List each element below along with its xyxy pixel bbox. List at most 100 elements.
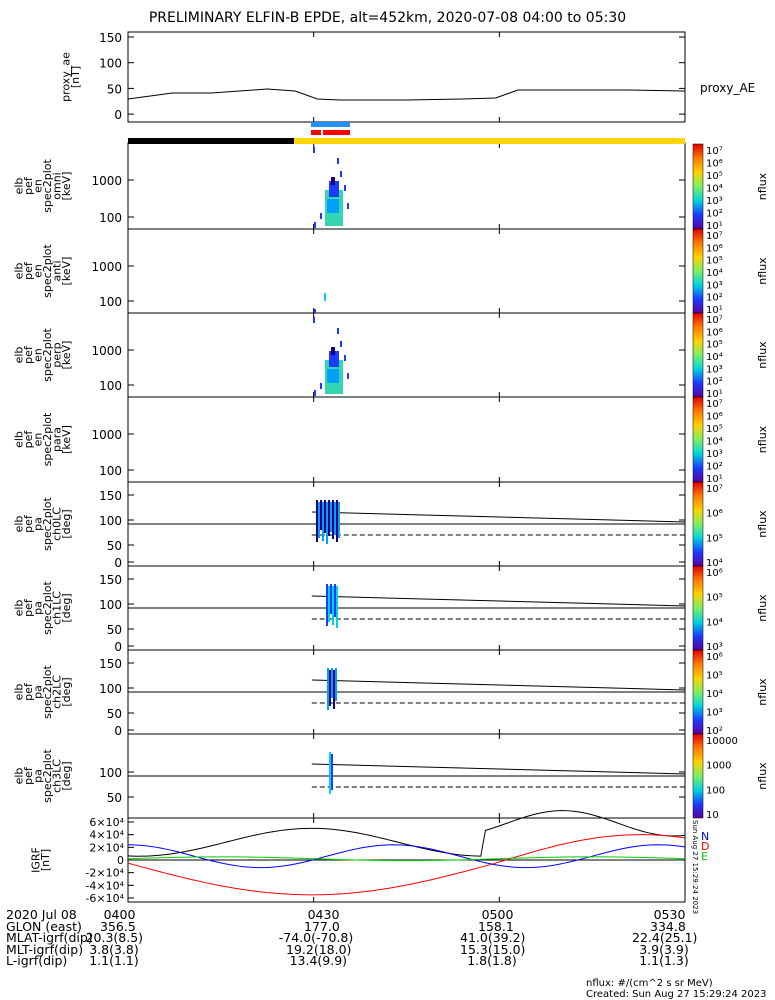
colorbar-label: 10¹ <box>706 389 723 400</box>
colorbar-label: 10⁷ <box>706 315 723 326</box>
igrf-total-line <box>127 810 686 857</box>
colorbar-label: 10² <box>706 209 723 220</box>
y-axis-label: para <box>50 427 63 452</box>
y-axis-label: elb <box>12 600 25 617</box>
y-axis-label: [deg] <box>60 593 73 622</box>
y-axis-label: ch0LC <box>50 507 63 541</box>
spectrogram-cell <box>329 351 339 367</box>
ae-legend: proxy_AE <box>700 81 755 95</box>
spectrogram-cell <box>331 347 335 355</box>
y-axis-label: en <box>31 348 44 362</box>
y-tick-label: 100 <box>99 295 122 309</box>
y-axis-label: pa <box>31 517 44 531</box>
colorbar-title: nflux <box>756 172 769 200</box>
y-tick-label: 50 <box>107 791 122 805</box>
spectrogram-cell <box>326 502 328 544</box>
colorbar-label: 1000 <box>706 761 731 772</box>
colorbar-label: 10⁴ <box>706 437 723 448</box>
created-note: Created: Sun Aug 27 15:29:24 2023 <box>586 989 767 1000</box>
footer-cell: 3.9(3.9) <box>639 941 689 957</box>
colorbar-ch0 <box>692 481 704 567</box>
y-axis-label: ch2LC <box>50 675 63 709</box>
y-axis-label: [nT] <box>39 849 52 871</box>
footer-cell: 3.8(3.8) <box>89 941 139 957</box>
colorbar-label: 10³ <box>706 364 723 375</box>
colorbar-label: 10⁴ <box>706 352 723 363</box>
spectrogram-cell <box>320 213 322 219</box>
panel-frame-en_omni <box>127 142 686 230</box>
y-axis-label: [deg] <box>60 761 73 790</box>
spectrogram-cell <box>314 222 316 228</box>
y-axis-label: pef <box>22 261 35 280</box>
y-tick-label: 2×10⁴ <box>89 841 124 854</box>
y-axis-label: elb <box>12 178 25 195</box>
y-tick-label: 50 <box>107 82 122 96</box>
y-tick-label: 4×10⁴ <box>89 829 124 842</box>
panel-frame-en_anti <box>127 228 686 314</box>
y-axis-label: perp <box>50 342 63 367</box>
colorbar-label: 10⁷ <box>706 484 723 495</box>
igrf-n-line <box>127 844 686 869</box>
y-axis-label: pa <box>31 601 44 615</box>
y-tick-label: 50 <box>107 623 122 637</box>
colorbar-label: 10² <box>706 377 723 388</box>
footer-cell: 1.1(1.3) <box>639 953 689 968</box>
colorbar-label: 10⁴ <box>706 617 723 628</box>
colorbar-label: 10⁵ <box>706 171 723 182</box>
y-axis-label: pef <box>22 766 35 785</box>
spectrogram-cell <box>344 185 346 191</box>
y-axis-label: omni <box>50 172 63 199</box>
footer-cell: 15.3(15.0) <box>460 941 526 957</box>
y-tick-label: 100 <box>99 57 122 71</box>
colorbar-label: 10⁴ <box>706 184 723 195</box>
footer-cell: 0530 <box>653 907 686 922</box>
spectrogram-cell <box>320 500 322 530</box>
y-tick-label: 100 <box>99 464 122 478</box>
colorbar-label: 10³ <box>706 196 723 207</box>
colorbar-perp <box>692 312 704 398</box>
colorbar-title: nflux <box>756 678 769 706</box>
colorbar-label: 10⁷ <box>706 146 723 157</box>
footer-cell: 177.0 <box>304 918 340 934</box>
spectrogram-cell <box>313 317 315 323</box>
igrf-legend: N <box>701 830 709 843</box>
y-tick-label: 100 <box>99 682 122 696</box>
spectrogram-cell <box>314 390 316 396</box>
colorbar-label: 10 <box>706 810 719 821</box>
colorbar-anti <box>692 228 704 314</box>
y-tick-label: 150 <box>99 573 122 587</box>
colorbar-label: 10⁴ <box>706 558 723 569</box>
colorbar-label: 10⁵ <box>706 671 723 682</box>
footer-cell: 334.8 <box>650 918 686 934</box>
y-axis-label: [nT] <box>69 66 82 88</box>
spectrogram-cell <box>340 341 342 347</box>
colorbar-label: 10⁶ <box>706 327 723 338</box>
spectrogram-cell <box>328 500 330 536</box>
loss-cone-line <box>311 511 686 523</box>
spectrogram-cell <box>329 752 331 794</box>
y-axis-label: [keV] <box>60 172 73 201</box>
loss-cone-line <box>311 595 686 607</box>
colorbar-title: nflux <box>756 341 769 369</box>
colorbar-title: nflux <box>756 762 769 790</box>
y-tick-label: 150 <box>99 489 122 503</box>
spectrogram-cell <box>316 500 318 542</box>
footer-cell: 158.1 <box>478 918 514 934</box>
y-axis-label: spec2plot <box>41 328 54 382</box>
y-axis-label: spec2plot <box>41 665 54 719</box>
colorbar-para <box>692 396 704 483</box>
footer-cell: 0400 <box>103 907 136 922</box>
colorbar-title: nflux <box>756 510 769 538</box>
y-tick-label: 100 <box>99 598 122 612</box>
colorbar-label: 10⁵ <box>706 533 723 544</box>
footer-row-label: MLAT-igrf(dip) <box>6 930 93 945</box>
y-axis-label: pef <box>22 514 35 533</box>
colorbar-label: 10⁶ <box>706 243 723 254</box>
figure-title: PRELIMINARY ELFIN-B EPDE, alt=452km, 202… <box>148 10 627 26</box>
timestamp-stamp: Sun Aug 27 15:29:24 2023 <box>691 820 699 914</box>
y-axis-label: spec2plot <box>41 159 54 213</box>
y-tick-label: 1000 <box>91 344 122 358</box>
footer-cell: 356.5 <box>100 918 136 934</box>
y-axis-label: [deg] <box>60 677 73 706</box>
footer-cell: 13.4(9.9) <box>289 953 348 968</box>
